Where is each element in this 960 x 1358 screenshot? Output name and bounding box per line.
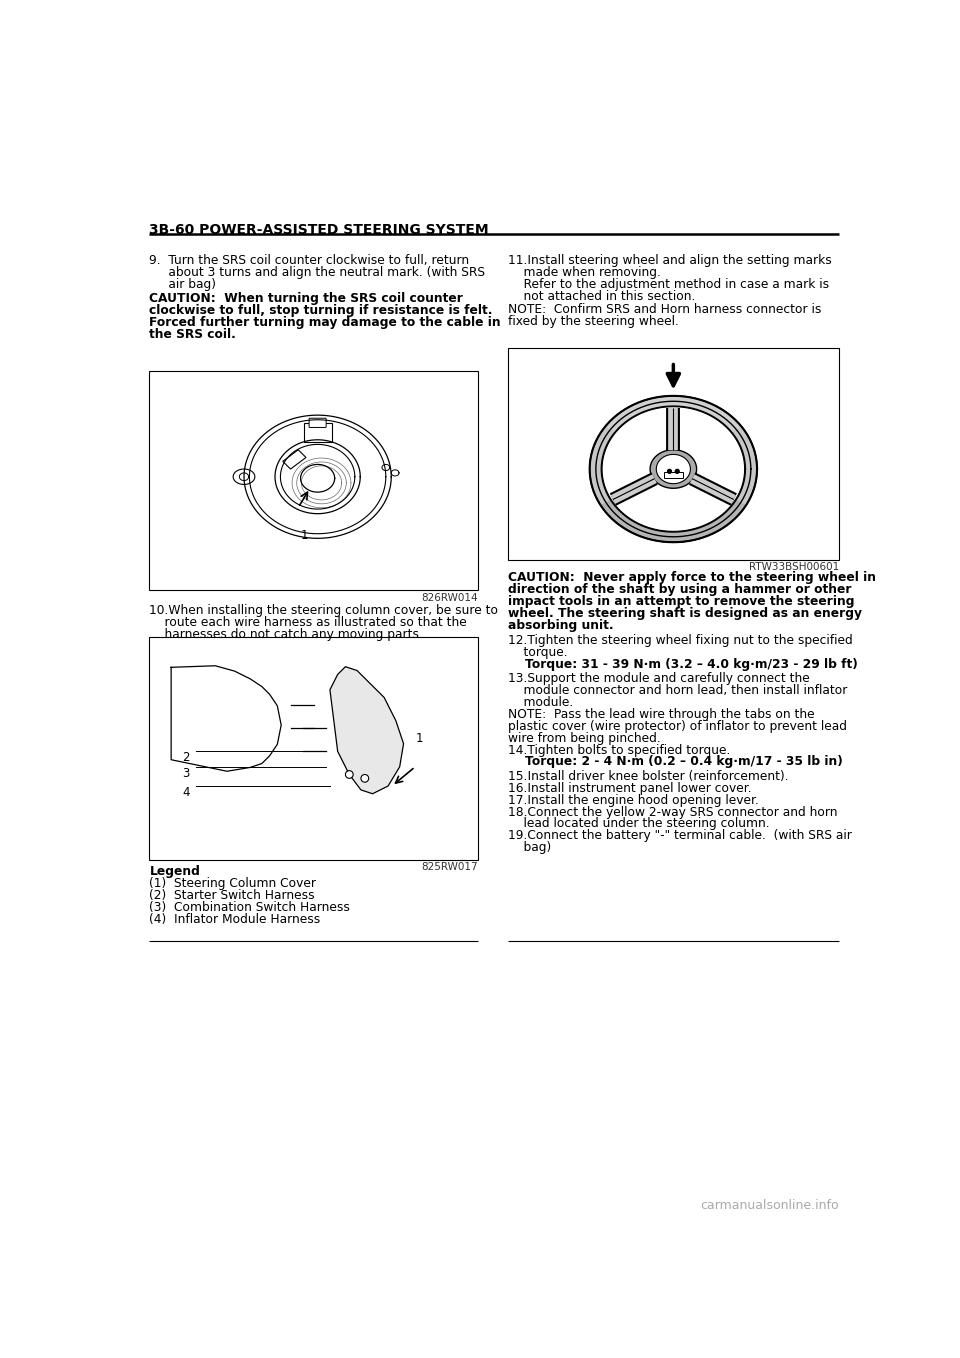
Text: (2)  Starter Switch Harness: (2) Starter Switch Harness [150, 889, 315, 902]
Text: 16.Install instrument panel lower cover.: 16.Install instrument panel lower cover. [508, 782, 751, 794]
Text: bag): bag) [508, 842, 551, 854]
Text: module connector and horn lead, then install inflator: module connector and horn lead, then ins… [508, 684, 847, 697]
Bar [508, 348, 839, 559]
Text: wheel. The steering shaft is designed as an energy: wheel. The steering shaft is designed as… [508, 607, 861, 619]
Text: clockwise to full, stop turning if resistance is felt.: clockwise to full, stop turning if resis… [150, 304, 492, 316]
Text: 10.When installing the steering column cover, be sure to: 10.When installing the steering column c… [150, 604, 498, 617]
Text: CAUTION:  Never apply force to the steering wheel in: CAUTION: Never apply force to the steeri… [508, 572, 876, 584]
Text: 1: 1 [415, 732, 422, 746]
Text: Legend: Legend [150, 865, 201, 879]
Text: 826RW014: 826RW014 [421, 592, 478, 603]
Text: 13.Support the module and carefully connect the: 13.Support the module and carefully conn… [508, 672, 809, 684]
Polygon shape [330, 667, 403, 793]
Bar [303, 422, 331, 443]
Text: torque.: torque. [508, 646, 567, 659]
Text: module.: module. [508, 695, 573, 709]
Text: 1: 1 [300, 530, 308, 542]
Text: NOTE:  Pass the lead wire through the tabs on the: NOTE: Pass the lead wire through the tab… [508, 708, 814, 721]
Bar [150, 637, 478, 860]
Text: 3: 3 [182, 767, 189, 779]
Text: (3)  Combination Switch Harness: (3) Combination Switch Harness [150, 900, 350, 914]
Text: 2: 2 [182, 751, 189, 765]
Polygon shape [650, 449, 697, 489]
FancyBboxPatch shape [309, 418, 326, 428]
Polygon shape [233, 469, 254, 485]
Text: 9.  Turn the SRS coil counter clockwise to full, return: 9. Turn the SRS coil counter clockwise t… [150, 254, 469, 266]
Text: 14.Tighten bolts to specified torque.: 14.Tighten bolts to specified torque. [508, 744, 730, 756]
Polygon shape [601, 501, 746, 542]
Text: 15.Install driver knee bolster (reinforcement).: 15.Install driver knee bolster (reinforc… [508, 770, 788, 782]
Text: Forced further turning may damage to the cable in: Forced further turning may damage to the… [150, 316, 501, 329]
Text: 18.Connect the yellow 2-way SRS connector and horn: 18.Connect the yellow 2-way SRS connecto… [508, 805, 837, 819]
Bar [664, 473, 683, 478]
Text: lead located under the steering column.: lead located under the steering column. [508, 818, 769, 831]
Polygon shape [732, 426, 757, 511]
Text: route each wire harness as illustrated so that the: route each wire harness as illustrated s… [150, 617, 468, 629]
Text: about 3 turns and align the neutral mark. (with SRS: about 3 turns and align the neutral mark… [150, 266, 486, 278]
Text: fixed by the steering wheel.: fixed by the steering wheel. [508, 315, 679, 329]
Text: absorbing unit.: absorbing unit. [508, 619, 613, 631]
Text: made when removing.: made when removing. [508, 266, 660, 278]
Text: Torque: 31 - 39 N·m (3.2 – 4.0 kg·m/23 - 29 lb ft): Torque: 31 - 39 N·m (3.2 – 4.0 kg·m/23 -… [508, 657, 857, 671]
Text: 825RW017: 825RW017 [421, 862, 478, 872]
Circle shape [361, 774, 369, 782]
Polygon shape [589, 426, 614, 511]
Text: RTW33BSH00601: RTW33BSH00601 [749, 562, 839, 572]
Text: air bag): air bag) [150, 277, 216, 291]
Text: 11.Install steering wheel and align the setting marks: 11.Install steering wheel and align the … [508, 254, 831, 266]
Text: harnesses do not catch any moving parts.: harnesses do not catch any moving parts. [150, 627, 423, 641]
Text: Refer to the adjustment method in case a mark is: Refer to the adjustment method in case a… [508, 277, 828, 291]
Text: CAUTION:  When turning the SRS coil counter: CAUTION: When turning the SRS coil count… [150, 292, 464, 306]
Text: 3B-60 POWER-ASSISTED STEERING SYSTEM: 3B-60 POWER-ASSISTED STEERING SYSTEM [150, 223, 489, 238]
Polygon shape [283, 449, 306, 469]
Text: impact tools in an attempt to remove the steering: impact tools in an attempt to remove the… [508, 595, 854, 608]
Circle shape [346, 770, 353, 778]
Text: 19.Connect the battery "-" terminal cable.  (with SRS air: 19.Connect the battery "-" terminal cabl… [508, 830, 852, 842]
Text: 4: 4 [182, 786, 189, 799]
Polygon shape [657, 455, 690, 483]
Text: (1)  Steering Column Cover: (1) Steering Column Cover [150, 877, 317, 889]
Circle shape [667, 470, 671, 474]
Text: the SRS coil.: the SRS coil. [150, 327, 236, 341]
Polygon shape [589, 395, 757, 542]
Bar [150, 371, 478, 591]
Text: NOTE:  Confirm SRS and Horn harness connector is: NOTE: Confirm SRS and Horn harness conne… [508, 303, 821, 316]
Text: not attached in this section.: not attached in this section. [508, 289, 695, 303]
Text: 12.Tighten the steering wheel fixing nut to the specified: 12.Tighten the steering wheel fixing nut… [508, 634, 852, 646]
Text: wire from being pinched.: wire from being pinched. [508, 732, 660, 744]
Polygon shape [601, 406, 745, 532]
Text: (4)  Inflator Module Harness: (4) Inflator Module Harness [150, 913, 321, 926]
Circle shape [675, 470, 679, 474]
Text: Torque: 2 - 4 N·m (0.2 – 0.4 kg·m/17 - 35 lb in): Torque: 2 - 4 N·m (0.2 – 0.4 kg·m/17 - 3… [508, 755, 842, 769]
Text: direction of the shaft by using a hammer or other: direction of the shaft by using a hammer… [508, 583, 851, 596]
Text: 17.Install the engine hood opening lever.: 17.Install the engine hood opening lever… [508, 793, 758, 807]
Text: plastic cover (wire protector) of inflator to prevent lead: plastic cover (wire protector) of inflat… [508, 720, 847, 733]
Polygon shape [601, 406, 745, 532]
Text: carmanualsonline.info: carmanualsonline.info [701, 1199, 839, 1211]
